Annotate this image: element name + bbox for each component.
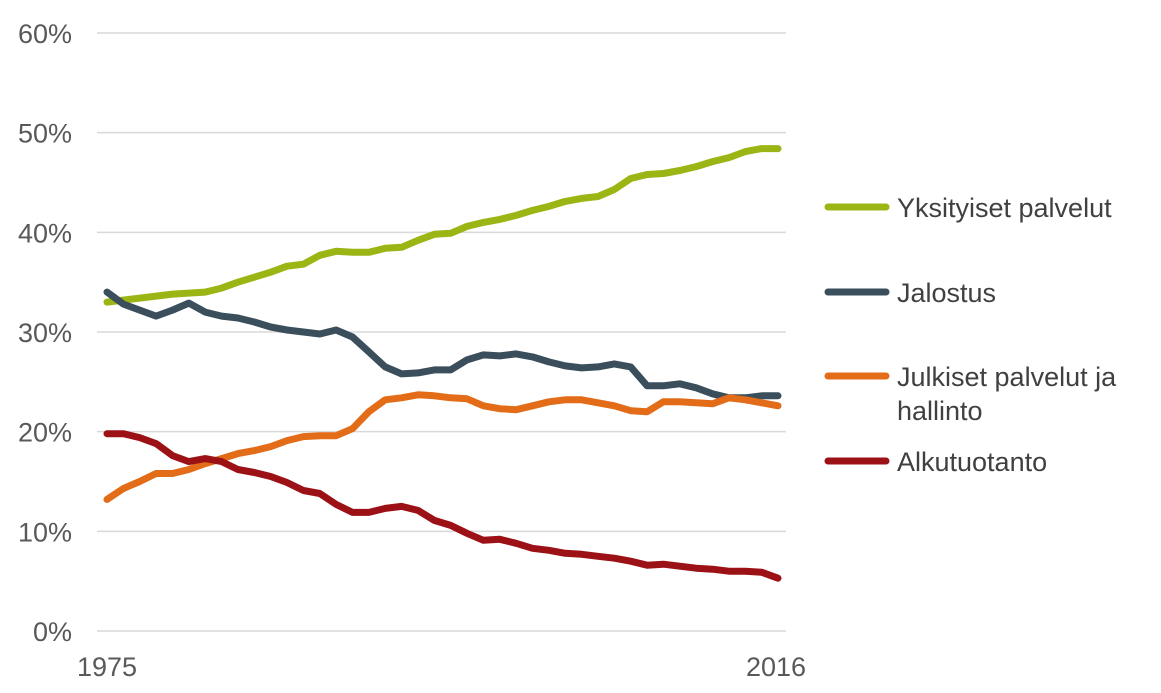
x-tick-label-end: 2016	[746, 652, 806, 682]
y-tick-label: 10%	[18, 517, 72, 547]
legend-label-jalostus: Jalostus	[897, 278, 996, 308]
y-tick-label: 20%	[18, 418, 72, 448]
y-tick-label: 60%	[18, 19, 72, 49]
x-axis-tick-labels: 1975 2016	[77, 652, 806, 682]
y-axis-tick-labels: 0% 10% 20% 30% 40% 50% 60%	[18, 19, 72, 647]
series-line-alkutuotanto	[103, 430, 782, 582]
y-tick-label: 50%	[18, 119, 72, 149]
legend: Yksityiset palvelut Jalostus Julkiset pa…	[824, 193, 1117, 477]
legend-item-jalostus: Jalostus	[824, 278, 996, 308]
series-line-jalostus	[103, 288, 782, 402]
legend-item-julkiset-palvelut-ja-hallinto: Julkiset palvelut ja hallinto	[824, 362, 1117, 426]
y-tick-label: 40%	[18, 218, 72, 248]
series-line-julkiset-palvelut-ja-hallinto	[103, 391, 782, 503]
legend-label-julkiset-palvelut-ja-hallinto: Julkiset palvelut ja hallinto	[897, 362, 1117, 426]
y-tick-label: 30%	[18, 318, 72, 348]
x-tick-label-start: 1975	[77, 652, 137, 682]
legend-item-yksityiset-palvelut: Yksityiset palvelut	[824, 193, 1112, 223]
legend-label-alkutuotanto: Alkutuotanto	[897, 447, 1047, 477]
grid-lines	[97, 32, 786, 632]
legend-item-alkutuotanto: Alkutuotanto	[824, 447, 1047, 477]
y-tick-label: 0%	[33, 617, 72, 647]
series-lines	[103, 145, 782, 582]
series-line-yksityiset-palvelut	[103, 145, 782, 306]
legend-label-yksityiset-palvelut: Yksityiset palvelut	[897, 193, 1112, 223]
